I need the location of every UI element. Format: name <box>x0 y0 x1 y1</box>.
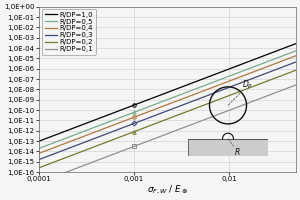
R/DP=0,3 <box>139 120 142 122</box>
Line: R/DP=0,1: R/DP=0,1 <box>39 85 296 183</box>
R/DP=0,4 <box>139 114 142 116</box>
R/DP=0,4 <box>199 91 202 93</box>
R/DP=0,5 <box>68 136 72 138</box>
R/DP=1,0 <box>37 140 40 142</box>
Legend: R/DP=1,0, R/DP=0,5, R/DP=0,4, R/DP=0,3, R/DP=0,2, R/DP=0,1: R/DP=1,0, R/DP=0,5, R/DP=0,4, R/DP=0,3, … <box>42 9 96 55</box>
R/DP=0,4 <box>224 81 227 84</box>
R/DP=1,0 <box>224 69 227 71</box>
Text: R: R <box>235 148 240 157</box>
R/DP=0,1 <box>199 120 202 122</box>
R/DP=0,4 <box>223 82 226 84</box>
R/DP=0,3 <box>121 127 124 129</box>
R/DP=0,3 <box>68 147 72 149</box>
R/DP=0,3 <box>37 158 40 161</box>
R/DP=0,5 <box>294 50 298 52</box>
Line: R/DP=1,0: R/DP=1,0 <box>39 44 296 141</box>
R/DP=0,2 <box>37 167 40 169</box>
R/DP=0,4 <box>121 120 124 123</box>
R/DP=1,0 <box>199 79 202 81</box>
X-axis label: $\sigma_{F,W}$ / $E_\otimes$: $\sigma_{F,W}$ / $E_\otimes$ <box>147 184 188 196</box>
R/DP=0,3 <box>224 87 227 90</box>
R/DP=0,5 <box>223 77 226 79</box>
R/DP=0,1 <box>121 150 124 152</box>
Line: R/DP=0,4: R/DP=0,4 <box>39 56 296 153</box>
R/DP=0,3 <box>199 97 202 99</box>
R/DP=0,5 <box>224 76 227 79</box>
R/DP=0,3 <box>223 88 226 90</box>
Line: R/DP=0,3: R/DP=0,3 <box>39 62 296 160</box>
R/DP=0,2 <box>121 135 124 137</box>
R/DP=0,3 <box>294 61 298 63</box>
R/DP=0,5 <box>37 147 40 150</box>
R/DP=0,5 <box>139 109 142 111</box>
R/DP=0,5 <box>199 86 202 88</box>
R/DP=0,4 <box>37 152 40 155</box>
Line: R/DP=0,2: R/DP=0,2 <box>39 70 296 168</box>
R/DP=0,2 <box>68 155 72 157</box>
R/DP=0,4 <box>294 55 298 57</box>
R/DP=0,1 <box>68 170 72 172</box>
R/DP=0,1 <box>37 181 40 184</box>
R/DP=1,0 <box>223 70 226 72</box>
R/DP=0,2 <box>294 69 298 71</box>
R/DP=1,0 <box>121 108 124 111</box>
R/DP=0,5 <box>121 115 124 118</box>
R/DP=0,2 <box>199 105 202 108</box>
R/DP=0,1 <box>294 84 298 86</box>
R/DP=0,1 <box>223 111 226 113</box>
R/DP=0,2 <box>224 96 227 98</box>
Bar <box>188 139 268 156</box>
R/DP=1,0 <box>139 101 142 104</box>
R/DP=0,4 <box>68 140 72 143</box>
Text: $D_P$: $D_P$ <box>242 79 253 91</box>
R/DP=1,0 <box>68 128 72 131</box>
R/DP=0,1 <box>224 110 227 113</box>
R/DP=0,2 <box>223 96 226 99</box>
R/DP=0,1 <box>139 143 142 145</box>
Line: R/DP=0,5: R/DP=0,5 <box>39 51 296 148</box>
R/DP=0,2 <box>139 128 142 130</box>
R/DP=1,0 <box>294 42 298 45</box>
